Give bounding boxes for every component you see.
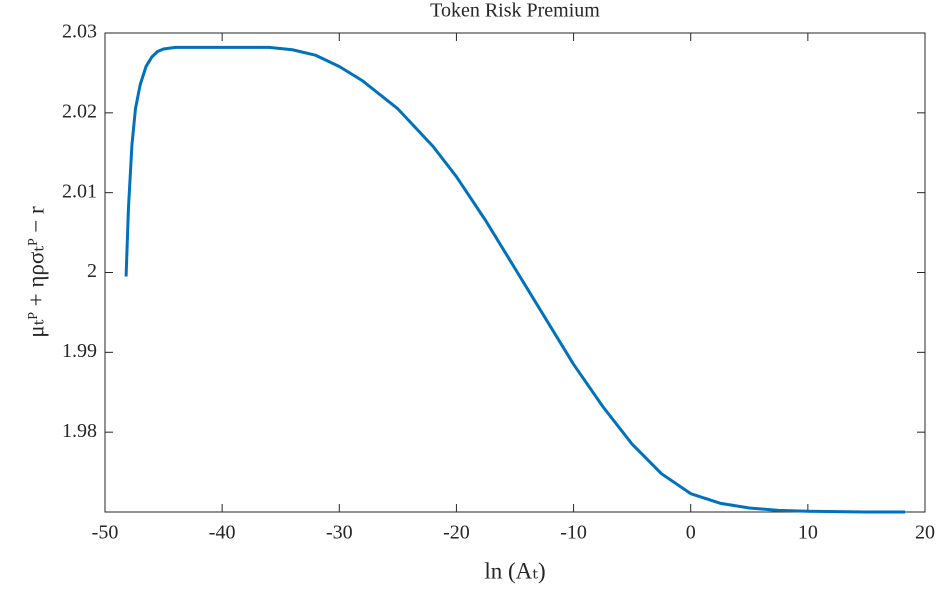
y-tick-label: 2.01	[62, 180, 97, 202]
x-tick-label: 10	[798, 522, 818, 544]
y-tick-label: 2.03	[62, 21, 97, 43]
y-tick-label: 2	[87, 260, 97, 282]
x-tick-label: -30	[326, 522, 353, 544]
y-tick-label: 2.02	[62, 100, 97, 122]
y-axis-label: μₜᴾ + ηρσₜᴾ − r	[23, 206, 48, 338]
x-tick-label: 0	[686, 522, 696, 544]
y-tick-label: 1.98	[62, 420, 97, 442]
x-axis-label: ln (Aₜ)	[484, 558, 545, 583]
x-tick-label: -10	[560, 522, 587, 544]
data-line	[124, 45, 906, 514]
x-tick-label: -20	[443, 522, 470, 544]
x-tick-label: -50	[92, 522, 119, 544]
y-tick-label: 1.99	[62, 340, 97, 362]
x-tick-label: 20	[915, 522, 935, 544]
chart-title: Token Risk Premium	[430, 0, 600, 22]
x-tick-label: -40	[209, 522, 236, 544]
